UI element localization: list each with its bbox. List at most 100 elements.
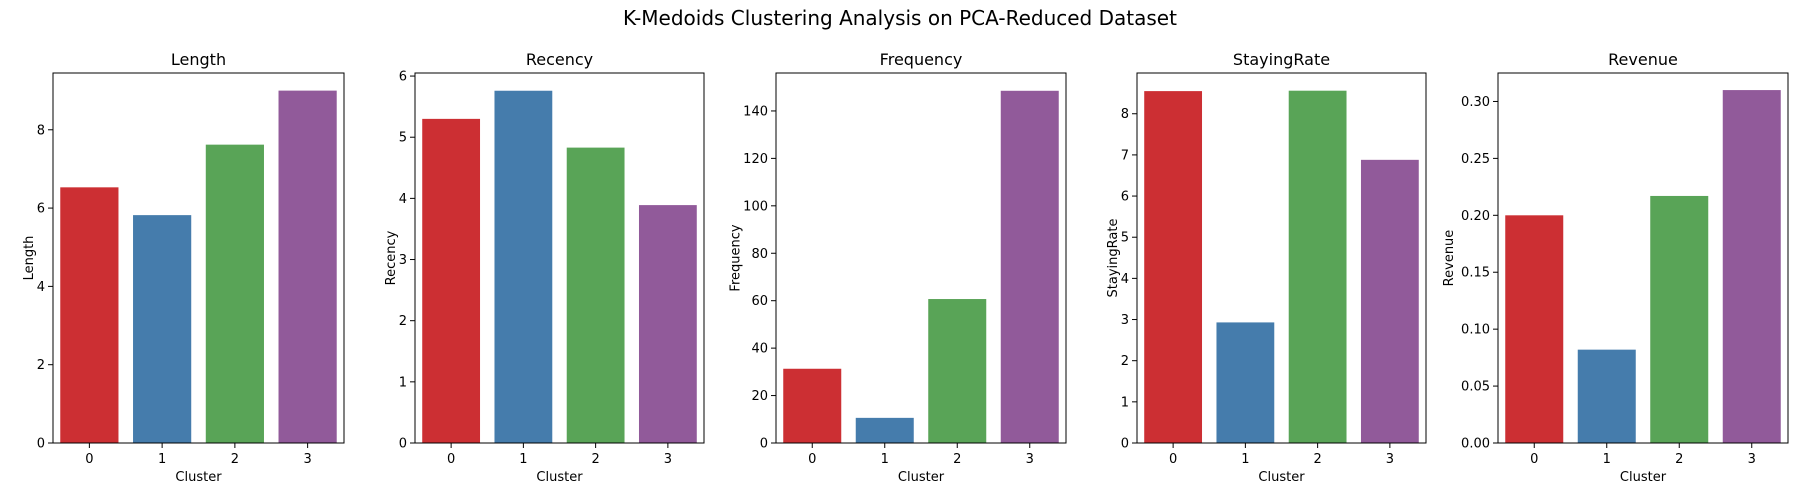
x-tick-label: 0 <box>1169 452 1177 467</box>
y-tick-label: 20 <box>751 389 768 404</box>
subplot-stayingrate: 0 1 2 3 0 1 2 3 4 5 6 7 8 StayingRate Cluster StayingRa… <box>1106 50 1427 485</box>
y-tick-label: 3 <box>399 253 407 268</box>
y-tick-label: 0.00 <box>1461 437 1490 452</box>
bar-cluster-3 <box>1722 90 1781 443</box>
bar-cluster-1 <box>494 90 553 444</box>
y-tick-label: 1 <box>1121 395 1129 410</box>
x-tick-label: 1 <box>519 452 527 467</box>
bar-cluster-0 <box>60 187 119 443</box>
bar-cluster-0 <box>1144 91 1203 444</box>
x-tick-label: 3 <box>1026 452 1034 467</box>
y-tick-label: 120 <box>743 152 768 167</box>
x-tick-label: 2 <box>231 452 239 467</box>
y-tick-label: 5 <box>1121 231 1129 246</box>
y-tick-label: 4 <box>37 280 45 295</box>
y-tick-label: 5 <box>399 131 407 146</box>
y-tick-label: 0.20 <box>1461 209 1490 224</box>
y-tick-label: 3 <box>1121 313 1129 328</box>
y-tick-label: 0.25 <box>1461 152 1490 167</box>
x-axis-label: Cluster <box>1620 470 1667 485</box>
y-tick-label: 0 <box>1121 437 1129 452</box>
x-tick-label: 2 <box>1313 452 1321 467</box>
y-tick-label: 6 <box>1121 190 1129 205</box>
bar-cluster-2 <box>928 299 987 443</box>
y-tick-label: 4 <box>399 192 407 207</box>
subplot-title: Length <box>171 50 226 69</box>
y-tick-label: 7 <box>1121 148 1129 163</box>
x-tick-label: 3 <box>664 452 672 467</box>
y-tick-label: 2 <box>37 358 45 373</box>
subplot-title: Revenue <box>1608 50 1678 69</box>
x-axis-label: Cluster <box>536 470 583 485</box>
bar-cluster-0 <box>1505 215 1564 443</box>
x-axis-label: Cluster <box>1258 470 1305 485</box>
axes-frame <box>1136 72 1427 444</box>
axes-frame <box>775 72 1067 444</box>
y-tick-label: 0 <box>37 437 45 452</box>
y-tick-label: 8 <box>1121 107 1129 122</box>
bar-cluster-3 <box>278 90 337 444</box>
bar-cluster-2 <box>205 144 264 443</box>
y-tick-label: 0.30 <box>1461 95 1490 110</box>
y-axis-label: Length <box>22 236 37 281</box>
subplot-length: 0 1 2 3 0 2 4 6 8 Length Cluster Length <box>22 50 345 485</box>
x-axis-label: Cluster <box>175 470 222 485</box>
x-tick-label: 0 <box>447 452 455 467</box>
y-tick-label: 6 <box>37 202 45 217</box>
bar-cluster-0 <box>422 118 481 444</box>
x-tick-label: 0 <box>808 452 816 467</box>
x-tick-label: 1 <box>1603 452 1611 467</box>
y-tick-label: 2 <box>399 314 407 329</box>
y-tick-label: 6 <box>399 70 407 85</box>
subplot-title: Recency <box>526 50 593 69</box>
y-axis-label: StayingRate <box>1106 219 1121 298</box>
y-axis-label: Frequency <box>728 224 743 291</box>
x-tick-label: 0 <box>85 452 93 467</box>
x-tick-label: 3 <box>1386 452 1394 467</box>
x-tick-label: 3 <box>1748 452 1756 467</box>
subplot-revenue: 0 1 2 3 0.00 0.05 0.10 0.15 0.20 0.25 0.30 Revenue C… <box>1442 50 1789 485</box>
y-tick-label: 80 <box>751 247 768 262</box>
y-tick-label: 60 <box>751 294 768 309</box>
subplot-recency: 0 1 2 3 0 1 2 3 4 5 6 Recency Cluster Recency <box>384 50 705 485</box>
x-tick-label: 1 <box>1241 452 1249 467</box>
bar-cluster-3 <box>1000 90 1059 443</box>
subplot-title: StayingRate <box>1233 50 1330 69</box>
x-tick-label: 2 <box>591 452 599 467</box>
y-tick-label: 0 <box>399 437 407 452</box>
y-tick-label: 100 <box>743 199 768 214</box>
y-axis-label: Recency <box>384 230 399 285</box>
bar-cluster-3 <box>1360 159 1419 443</box>
y-tick-label: 140 <box>743 104 768 119</box>
x-tick-label: 0 <box>1530 452 1538 467</box>
y-tick-label: 0.10 <box>1461 323 1490 338</box>
axes-frame <box>1497 72 1789 444</box>
y-tick-label: 0.15 <box>1461 266 1490 281</box>
y-tick-label: 40 <box>751 342 768 357</box>
bar-cluster-2 <box>1650 195 1709 443</box>
bar-cluster-2 <box>566 147 625 444</box>
bar-cluster-1 <box>855 417 914 443</box>
x-axis-label: Cluster <box>898 470 945 485</box>
y-tick-label: 2 <box>1121 354 1129 369</box>
y-tick-label: 8 <box>37 123 45 138</box>
bar-cluster-1 <box>1216 322 1275 443</box>
bar-cluster-0 <box>783 368 842 443</box>
subplot-title: Frequency <box>880 50 963 69</box>
x-tick-label: 2 <box>953 452 961 467</box>
subplot-frequency: 0 1 2 3 0 20 40 60 80 100 120 140 Frequency Cluster Fr… <box>728 50 1067 485</box>
axes-frame <box>414 72 705 444</box>
y-tick-label: 0 <box>760 437 768 452</box>
x-tick-label: 3 <box>303 452 311 467</box>
bar-cluster-1 <box>133 215 192 443</box>
bar-cluster-3 <box>638 205 697 443</box>
y-tick-label: 4 <box>1121 272 1129 287</box>
bar-cluster-1 <box>1577 349 1636 443</box>
y-tick-label: 0.05 <box>1461 380 1490 395</box>
figure-title: K-Medoids Clustering Analysis on PCA-Red… <box>623 6 1177 30</box>
x-tick-label: 1 <box>158 452 166 467</box>
axes-frame <box>52 72 345 444</box>
x-tick-label: 1 <box>881 452 889 467</box>
bar-cluster-2 <box>1288 90 1347 443</box>
